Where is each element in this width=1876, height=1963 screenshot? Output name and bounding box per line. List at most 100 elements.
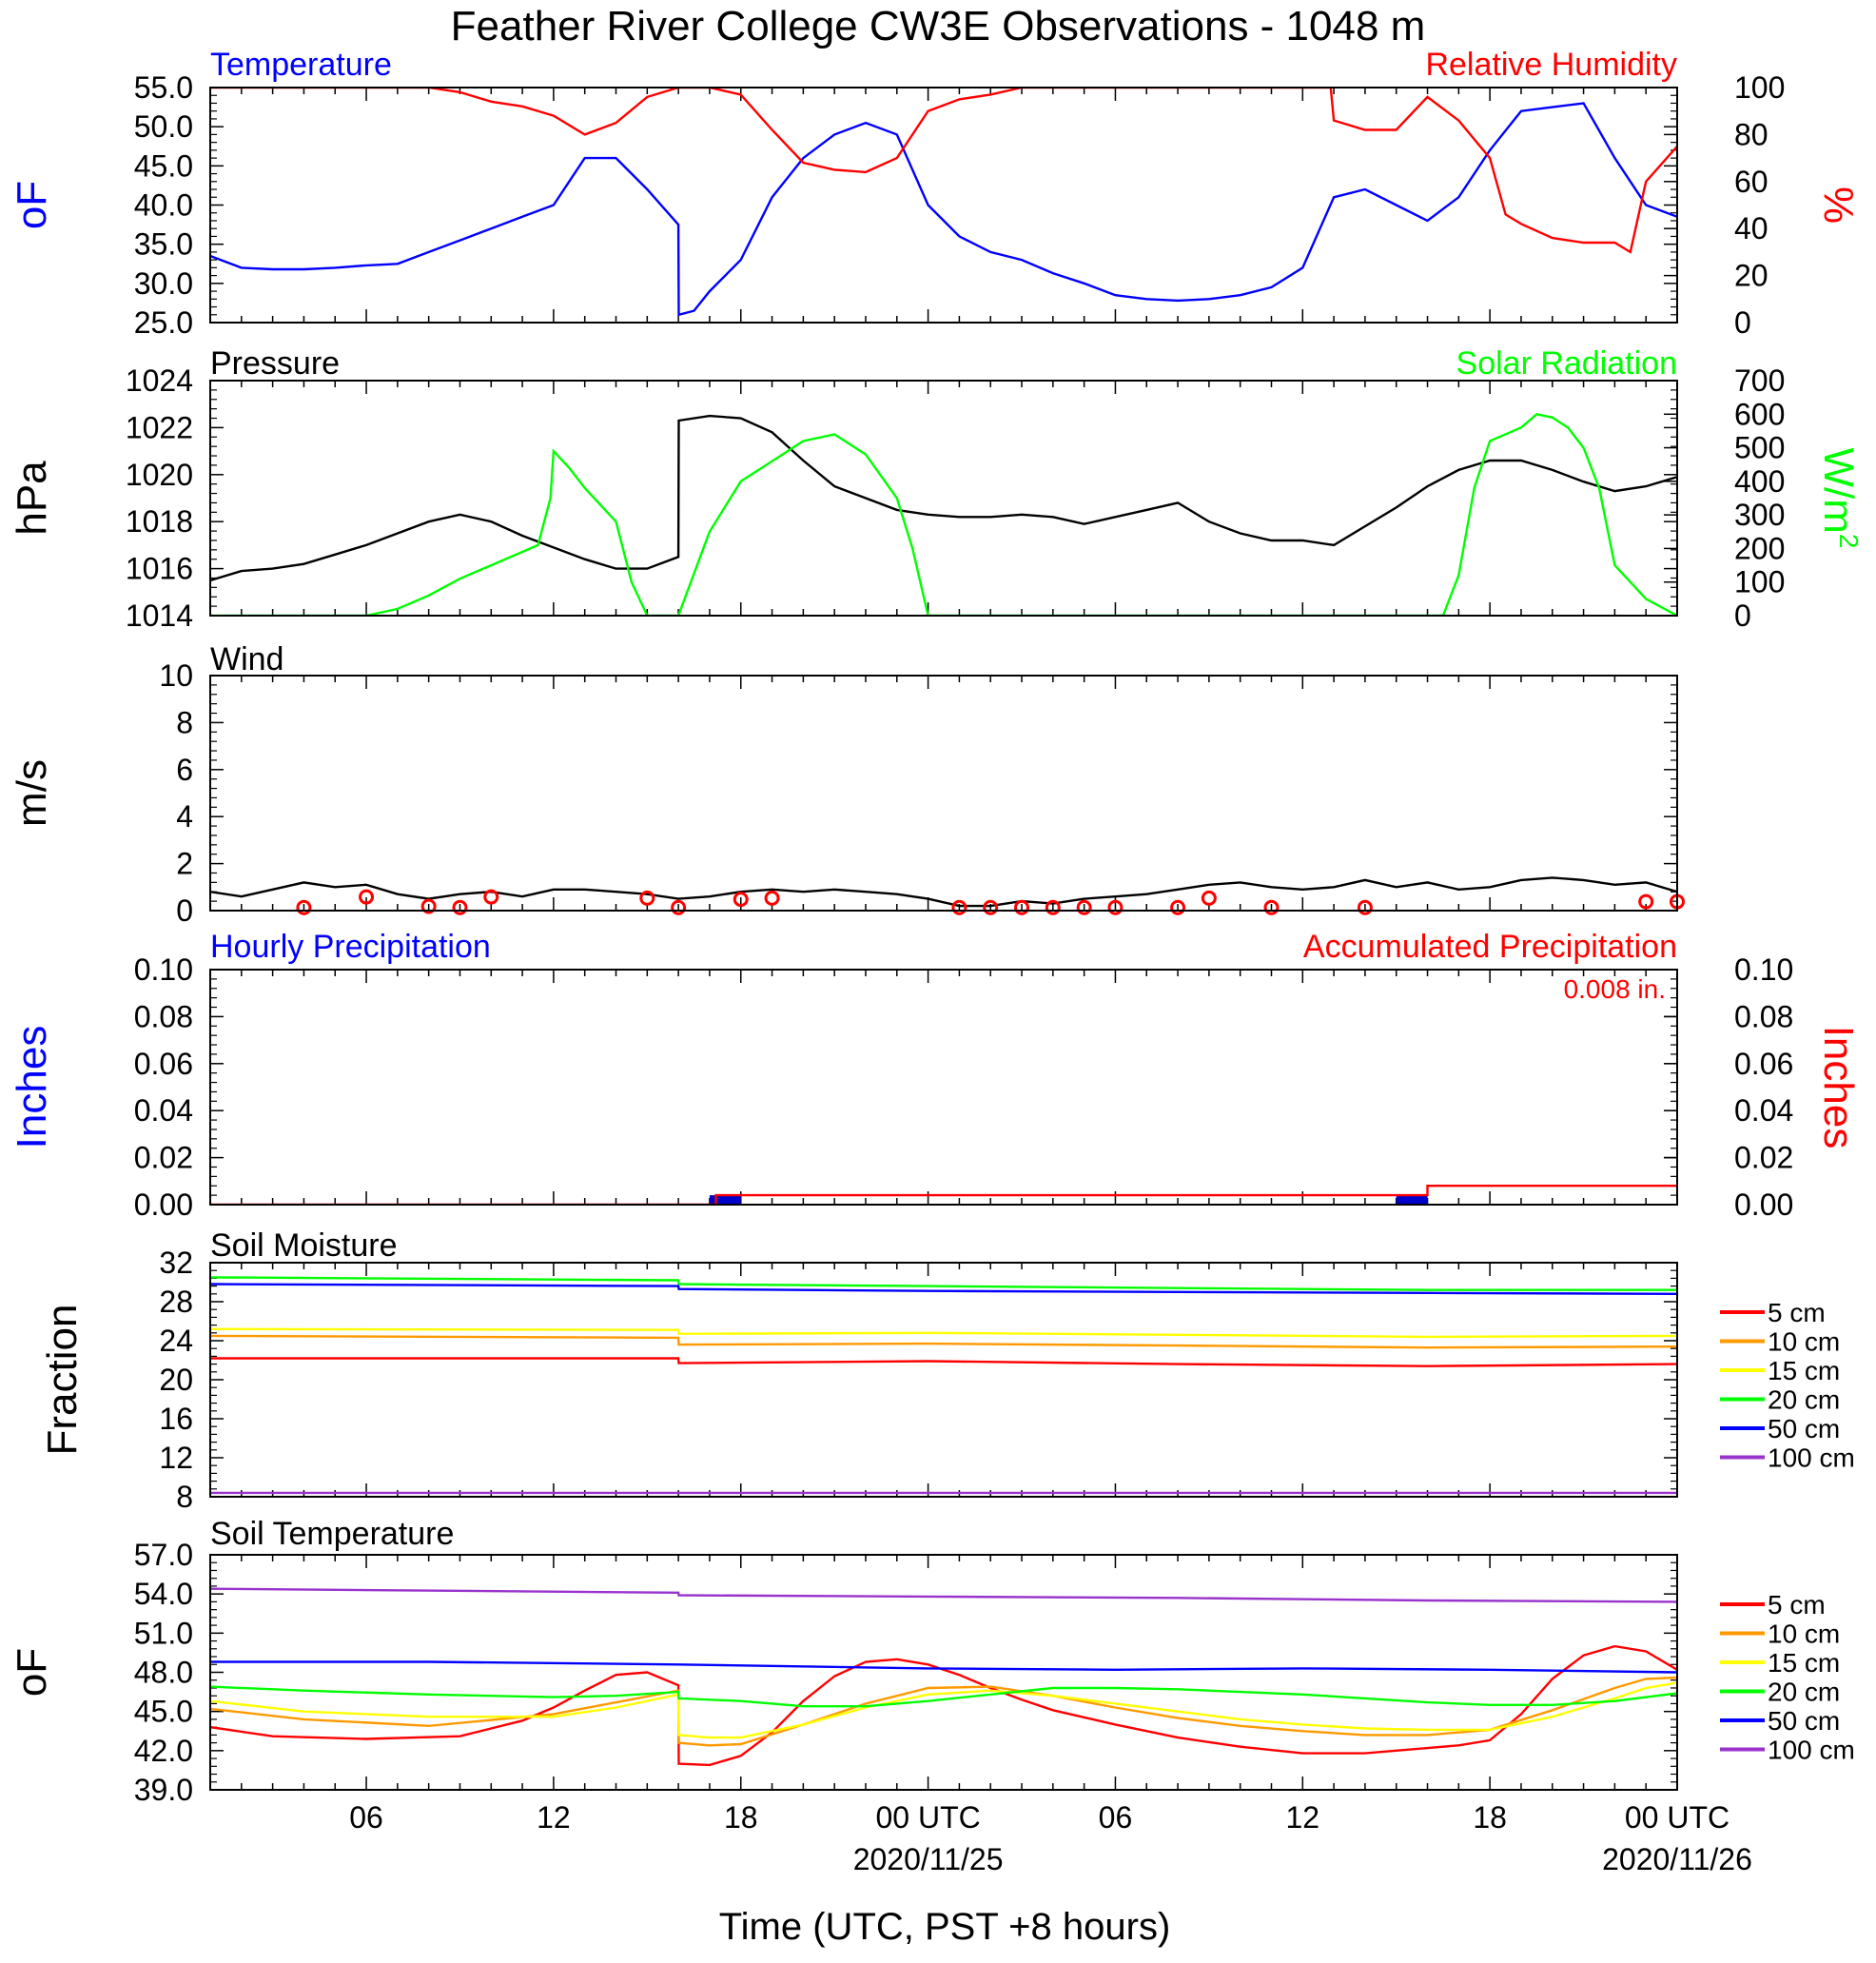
y-tick-label-right: 600 [1734, 397, 1785, 431]
y-tick-label-left: 1022 [126, 410, 193, 444]
y-tick-label-left: 10 [159, 658, 193, 693]
y-tick-label-right: 40 [1734, 211, 1769, 245]
x-tick-label: 12 [1286, 1800, 1320, 1835]
y-axis-label-left: Fraction [39, 1305, 86, 1456]
calm-wind-marker [1170, 899, 1186, 915]
panel-temperature-humidity: 25.0 30.0 35.0 40.0 45.0 50.0 55.0 0 20 40 60 80 100… [9, 47, 1862, 340]
y-tick-label-right: 0.08 [1734, 999, 1793, 1033]
panel-pressure-solar: 1014 1016 1018 1020 1022 1024 0100200300400500… [9, 345, 1864, 633]
calm-wind-marker [951, 899, 967, 915]
y-tick-label-left: 0.04 [134, 1093, 193, 1128]
series-line-15-cm [210, 1681, 1677, 1739]
y-tick-label-left: 1018 [126, 504, 193, 539]
y-tick-label-left: 39.0 [134, 1773, 193, 1807]
series-line-pressure [210, 414, 1677, 582]
y-tick-label-left: 8 [176, 1480, 193, 1514]
calm-wind-marker [483, 889, 499, 905]
x-tick-label: 06 [349, 1800, 383, 1835]
calm-wind-marker [359, 889, 375, 905]
panel-title-right: Accumulated Precipitation [1303, 929, 1677, 965]
y-axis-label-right: % [1815, 186, 1862, 224]
series-line-wind-speed [210, 876, 1677, 908]
y-tick-label-right: 0.02 [1734, 1141, 1793, 1175]
panel-soil-temperature: 39.0 42.0 45.0 48.0 51.0 54.0 57.0 Soil Tempera… [9, 1516, 1855, 1807]
x-tick-label: 00 UTC [1625, 1800, 1729, 1835]
y-tick-label-right: 0 [1734, 599, 1751, 633]
y-tick-label-left: 28 [159, 1285, 193, 1319]
y-tick-label-left: 32 [159, 1246, 193, 1280]
y-tick-label-right: 300 [1734, 498, 1785, 532]
x-date-label: 2020/11/25 [853, 1842, 1004, 1876]
calm-wind-marker [1014, 899, 1030, 915]
legend-label: 10 cm [1768, 1619, 1840, 1649]
y-tick-label-left: 25.0 [134, 305, 193, 340]
calm-wind-marker [452, 899, 468, 915]
calm-wind-marker [764, 890, 780, 906]
panel-frame [209, 380, 1678, 617]
calm-wind-marker [639, 890, 655, 906]
y-tick-label-left: 4 [176, 799, 193, 834]
calm-wind-marker [1357, 899, 1373, 915]
y-tick-label-left: 1016 [126, 552, 193, 586]
y-tick-label-left: 57.0 [134, 1538, 193, 1572]
y-axis-label-left: Inches [9, 1026, 55, 1149]
y-axis-label-right: Inches [1815, 1026, 1862, 1149]
y-tick-label-left: 51.0 [134, 1616, 193, 1650]
y-tick-label-left: 0 [176, 893, 193, 928]
y-tick-label-right: 80 [1734, 117, 1769, 151]
y-tick-label-left: 1024 [126, 363, 193, 398]
panel-title-right: Relative Humidity [1425, 47, 1677, 83]
panel-title-left: Pressure [210, 345, 340, 382]
y-tick-label-left: 2 [176, 847, 193, 881]
y-tick-label-right: 200 [1734, 531, 1785, 565]
panels: 25.030.035.040.045.050.055.0020406080100… [9, 47, 1864, 1807]
series-line-solar-radiation [210, 413, 1677, 616]
y-axis-label-left: m/s [9, 759, 55, 827]
panel-precipitation: 0.00 0.02 0.04 0.06 0.08 0.10 0.00 0.02 0.04 0.06… [9, 929, 1862, 1222]
calm-wind-marker [1045, 899, 1061, 915]
y-tick-label-left: 0.02 [134, 1141, 193, 1175]
calm-wind-marker [420, 898, 437, 914]
y-tick-label-right: 0.00 [1734, 1188, 1793, 1222]
panel-frame [209, 675, 1678, 912]
series-line-5-cm [210, 1357, 1677, 1367]
y-tick-label-left: 55.0 [134, 70, 193, 105]
y-tick-label-right: 700 [1734, 363, 1785, 398]
y-tick-label-left: 54.0 [134, 1577, 193, 1611]
series-line-10-cm [210, 1676, 1677, 1747]
calm-wind-marker [733, 892, 749, 908]
x-axis-label: Time (UTC, PST +8 hours) [719, 1906, 1171, 1948]
y-tick-label-right: 0.06 [1734, 1047, 1793, 1081]
legend-label: 15 cm [1768, 1356, 1840, 1385]
y-tick-label-left: 40.0 [134, 188, 193, 223]
panel-frame [209, 87, 1678, 324]
legend-label: 100 cm [1768, 1736, 1855, 1765]
y-axis-label-right-text: Inches [1815, 1026, 1862, 1149]
series-line-15-cm [210, 1327, 1677, 1339]
x-tick-label: 18 [724, 1800, 758, 1835]
y-tick-label-left: 16 [159, 1402, 193, 1436]
y-axis-label-right-sup: 2 [1834, 534, 1864, 549]
y-tick-label-left: 1014 [126, 599, 193, 633]
y-tick-label-left: 0.06 [134, 1047, 193, 1081]
calm-wind-marker [296, 899, 312, 915]
y-tick-label-right: 0.04 [1734, 1093, 1793, 1128]
y-tick-label-right: 20 [1734, 259, 1769, 293]
y-axis-label-left: hPa [9, 461, 55, 536]
series-line-relative-humidity [210, 88, 1677, 254]
x-tick-label: 18 [1473, 1800, 1507, 1835]
calm-wind-marker [1107, 899, 1124, 915]
accumulated-total-label: 0.008 in. [1564, 974, 1666, 1004]
series-line-temperature [210, 102, 1677, 317]
y-tick-label-right: 0.10 [1734, 952, 1793, 987]
y-tick-label-left: 50.0 [134, 109, 193, 144]
y-tick-label-left: 24 [159, 1324, 193, 1358]
y-tick-label-left: 20 [159, 1363, 193, 1397]
y-tick-label-left: 45.0 [134, 148, 193, 183]
x-date-label: 2020/11/26 [1602, 1842, 1752, 1876]
x-tick-label: 06 [1099, 1800, 1133, 1835]
panel-frame [209, 969, 1678, 1206]
legend-label: 15 cm [1768, 1648, 1840, 1678]
series-line-50-cm [210, 1283, 1677, 1295]
